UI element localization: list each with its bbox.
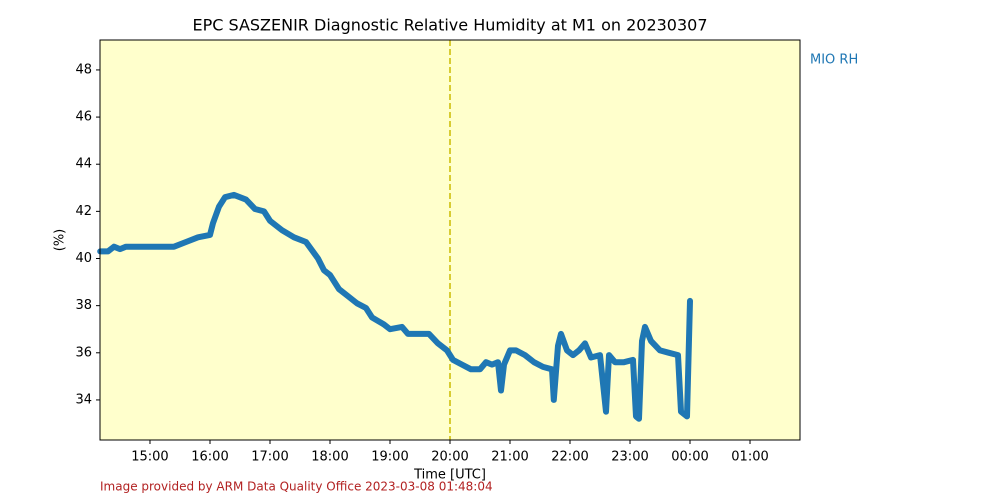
x-tick-label: 19:00 bbox=[371, 450, 408, 465]
x-tick-label: 23:00 bbox=[611, 450, 648, 465]
plot-frame bbox=[99, 39, 801, 441]
chart-title: EPC SASZENIR Diagnostic Relative Humidit… bbox=[192, 16, 707, 35]
x-tick-label: 01:00 bbox=[731, 450, 768, 465]
x-tick-label: 16:00 bbox=[191, 450, 228, 465]
x-tick-label: 17:00 bbox=[251, 450, 288, 465]
data-line bbox=[97, 191, 693, 422]
footer: Image provided by ARM Data Quality Offic… bbox=[100, 480, 493, 494]
y-tick-label: 42 bbox=[75, 204, 92, 219]
y-tick-label: 46 bbox=[75, 110, 92, 125]
x-tick-label: 21:00 bbox=[491, 450, 528, 465]
y-tick-label: 44 bbox=[75, 157, 92, 172]
y-tick-label: 38 bbox=[75, 298, 92, 313]
x-tick-label: 15:00 bbox=[131, 450, 168, 465]
x-tick-label: 18:00 bbox=[311, 450, 348, 465]
y-tick-label: 34 bbox=[75, 392, 92, 407]
legend-label: MIO RH bbox=[810, 53, 858, 68]
y-tick-label: 36 bbox=[75, 345, 92, 360]
y-tick-label: 48 bbox=[75, 62, 92, 77]
y-tick-label: 40 bbox=[75, 251, 92, 266]
x-tick-label: 00:00 bbox=[671, 450, 708, 465]
x-axis-label: Time [UTC] bbox=[413, 468, 486, 483]
y-axis-label: (%) bbox=[53, 229, 68, 252]
x-tick-label: 22:00 bbox=[551, 450, 588, 465]
x-tick-label: 20:00 bbox=[431, 450, 468, 465]
